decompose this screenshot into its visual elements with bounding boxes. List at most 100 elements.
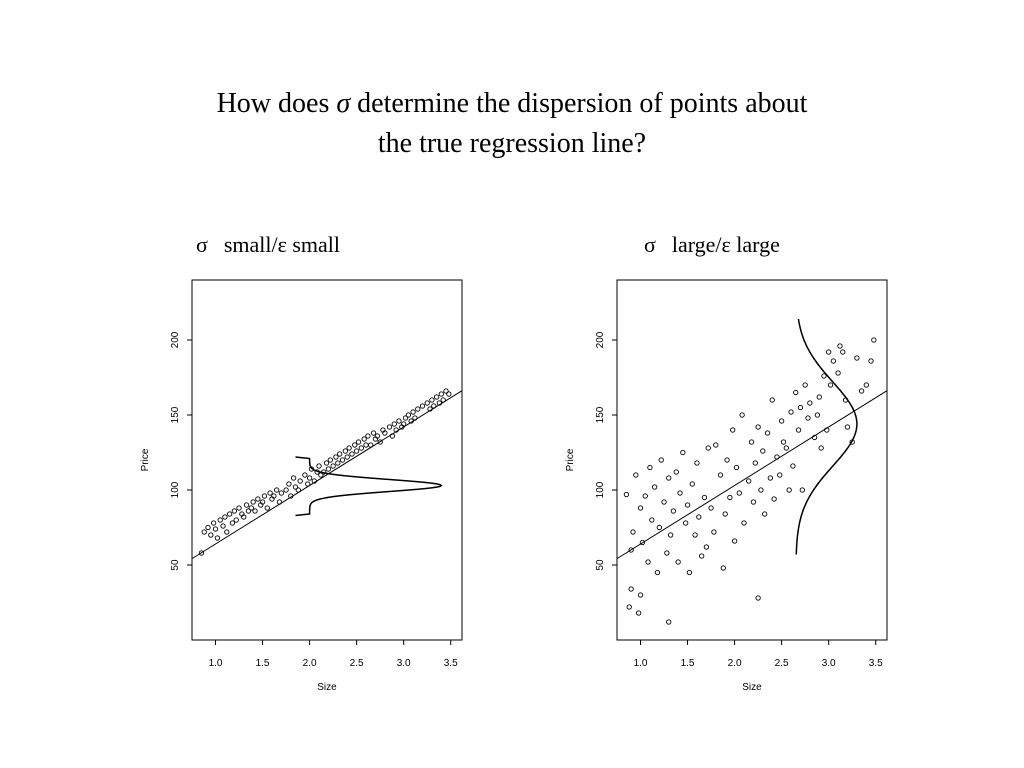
data-point <box>692 532 698 538</box>
data-point <box>288 493 294 499</box>
data-point <box>830 358 837 364</box>
x-tick-label: 2.5 <box>350 658 364 669</box>
data-point <box>755 595 761 601</box>
data-point <box>220 523 226 529</box>
data-point <box>783 445 789 451</box>
data-point <box>705 445 711 451</box>
data-point <box>748 439 755 445</box>
data-point <box>637 592 644 598</box>
data-point <box>739 412 745 418</box>
data-point <box>722 511 728 517</box>
data-point <box>261 493 268 499</box>
data-point <box>446 391 452 397</box>
data-point <box>802 382 808 388</box>
title-sigma: σ <box>336 88 351 119</box>
data-point <box>226 511 233 517</box>
data-point <box>297 478 303 484</box>
data-point <box>670 508 677 514</box>
data-point <box>755 424 761 430</box>
data-point <box>368 442 374 448</box>
y-tick-label: 50 <box>170 559 181 571</box>
y-tick-label: 150 <box>170 406 181 423</box>
x-tick-label: 2.5 <box>775 658 789 669</box>
regression-line <box>616 390 888 560</box>
data-point <box>391 421 397 427</box>
data-point <box>212 526 219 532</box>
data-point <box>393 427 399 433</box>
data-point <box>305 481 311 487</box>
data-point <box>386 424 393 430</box>
data-point <box>696 514 702 520</box>
data-point <box>222 514 228 520</box>
data-point <box>797 404 804 411</box>
data-point <box>415 406 421 412</box>
data-point <box>271 493 277 499</box>
data-point <box>827 382 834 388</box>
data-point <box>667 532 674 538</box>
data-point <box>683 520 689 526</box>
data-point <box>717 472 724 478</box>
data-point <box>346 445 352 451</box>
data-point <box>241 514 247 520</box>
data-point <box>871 337 877 343</box>
data-point <box>419 403 426 409</box>
data-point <box>689 481 695 487</box>
data-point <box>730 427 736 433</box>
y-tick-label: 100 <box>595 481 606 498</box>
data-point <box>786 487 792 493</box>
data-point <box>733 464 740 471</box>
data-point <box>208 532 214 538</box>
data-point <box>302 472 308 478</box>
data-point <box>429 397 435 403</box>
data-point <box>259 499 266 505</box>
x-axis-label: Size <box>317 682 337 693</box>
data-point <box>677 490 683 496</box>
data-point <box>389 433 396 439</box>
data-point <box>377 439 383 445</box>
data-point <box>630 529 636 535</box>
data-point <box>443 388 449 394</box>
data-point <box>623 491 630 498</box>
data-point <box>758 487 764 493</box>
panel-label-right-sigma: σ <box>644 232 656 257</box>
data-point <box>703 544 710 550</box>
data-point <box>736 490 742 496</box>
data-point <box>431 403 437 409</box>
x-tick-label: 1.0 <box>634 658 648 669</box>
data-point <box>637 505 644 511</box>
data-point <box>686 569 693 576</box>
x-tick-label: 3.0 <box>397 658 411 669</box>
plot-frame <box>616 279 888 641</box>
data-point <box>626 604 632 610</box>
y-tick-label: 50 <box>595 559 606 571</box>
x-tick-label: 1.0 <box>209 658 223 669</box>
data-point <box>436 400 443 406</box>
panel-label-left: σ small/ε small <box>196 232 340 258</box>
data-point <box>816 394 822 400</box>
data-point <box>673 469 679 475</box>
data-point <box>290 475 297 481</box>
scatter-plot-small-sigma: 1.0 1.5 2.0 2.5 3.0 3.5 50 100 150 200 Size Price <box>140 279 463 693</box>
data-point <box>780 439 787 445</box>
data-point <box>267 490 273 496</box>
y-axis-label: Price <box>565 448 576 471</box>
data-point <box>374 433 380 439</box>
data-point <box>205 524 211 531</box>
title-text-2: determine the dispersion of points about <box>350 88 808 119</box>
data-point <box>724 457 730 463</box>
data-point <box>628 586 634 592</box>
data-point <box>649 517 655 523</box>
data-point <box>826 349 832 355</box>
scatter-plot-large-sigma: 1.0 1.5 2.0 2.5 3.0 3.5 50 100 150 200 Size Price <box>565 279 888 693</box>
data-point <box>337 451 343 457</box>
data-point <box>651 484 658 490</box>
title-text-1: How does <box>216 88 337 119</box>
data-point <box>684 502 691 508</box>
data-point <box>863 382 869 388</box>
regression-line <box>191 390 463 560</box>
panel-label-right: σ large/ε large <box>644 232 780 258</box>
y-tick-label: 200 <box>170 331 181 348</box>
data-point <box>292 484 299 490</box>
data-point <box>408 418 414 424</box>
data-point <box>774 454 780 460</box>
